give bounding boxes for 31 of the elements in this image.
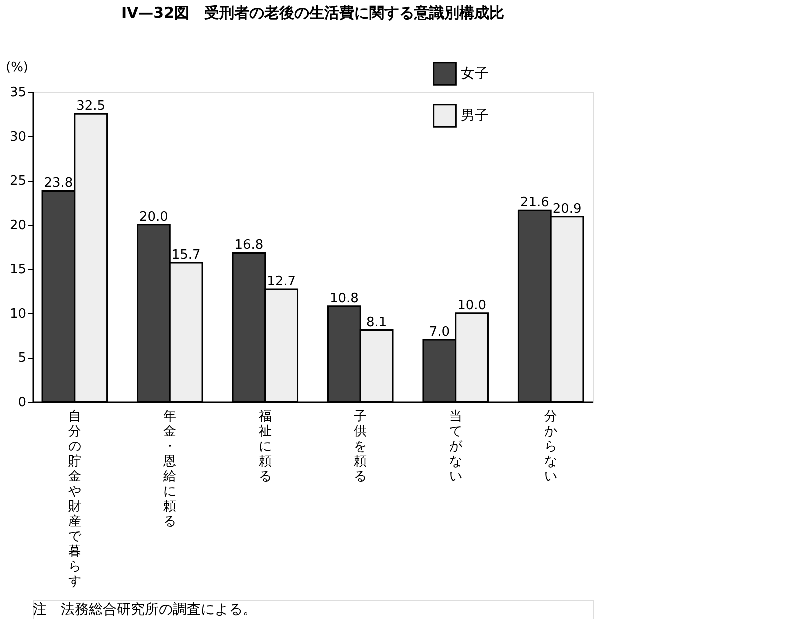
data-label: 8.1 [366, 315, 388, 330]
data-label: 32.5 [76, 99, 106, 114]
data-label: 15.7 [172, 248, 201, 263]
x-tick-label: 分からない [544, 410, 558, 484]
x-tick-label: 福祉に頼る [258, 410, 272, 484]
text: 注 法務総合研究所の調査による。 [33, 602, 257, 618]
y-tick-label: 5 [18, 351, 26, 366]
x-tick-label: 年金・恩給に頼る [162, 410, 177, 530]
data-label: 10.0 [458, 298, 487, 314]
y-tick-label: 30 [10, 130, 26, 145]
y-tick-label: 25 [10, 174, 26, 190]
data-label: 7.0 [429, 325, 450, 340]
data-label: 23.8 [44, 176, 74, 192]
y-tick-label: 35 [10, 86, 26, 100]
y-tick-label: 15 [10, 262, 26, 278]
data-label: 16.8 [234, 238, 264, 254]
x-tick-label: 子供を頼る [354, 410, 368, 484]
data-label: 20.9 [552, 202, 582, 217]
y-axis-title: (%) [6, 60, 28, 76]
y-tick-label: 0 [18, 396, 26, 410]
x-tick-label: 当てがない [449, 410, 464, 484]
y-tick-label: 10 [10, 306, 26, 322]
data-label: 12.7 [267, 274, 296, 290]
data-label: 20.0 [139, 210, 168, 225]
data-label: 21.6 [520, 196, 550, 211]
data-label: 10.8 [330, 291, 359, 306]
category-label: 自分の貯金や財産で暮らす [68, 410, 82, 590]
legend-label: 女子 [461, 66, 489, 82]
chart-title: IV—32図 受刑者の老後の生活費に関する意識別構成比 [121, 4, 505, 22]
legend-label: 男子 [461, 108, 489, 124]
y-tick-label: 20 [10, 218, 26, 234]
